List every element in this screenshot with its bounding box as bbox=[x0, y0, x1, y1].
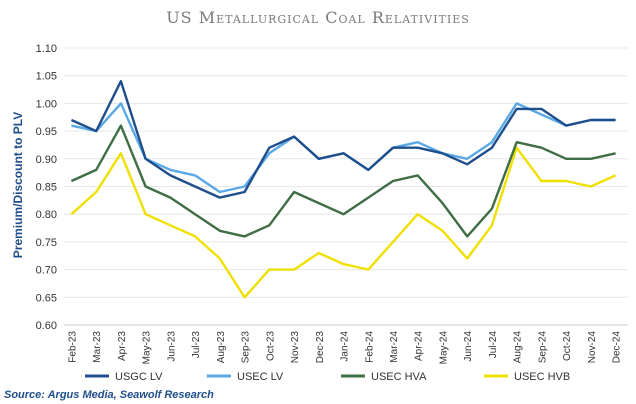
chart-title: US Metallurgical Coal Relativities bbox=[166, 8, 470, 27]
y-tick-label: 1.05 bbox=[36, 71, 57, 83]
x-tick-label: Jul-23 bbox=[191, 331, 202, 359]
x-tick-label: Feb-24 bbox=[364, 331, 375, 363]
x-tick-label: May-24 bbox=[438, 331, 449, 365]
x-tick-label: Sep-23 bbox=[241, 331, 252, 364]
series-line-usec-hvb bbox=[70, 146, 617, 299]
series-lines bbox=[70, 79, 617, 299]
y-tick-label: 1.00 bbox=[36, 98, 57, 110]
y-axis-ticks: 0.60 0.65 0.70 0.75 0.80 0.85 0.90 0.95 1.00 1.05… bbox=[36, 43, 57, 332]
y-axis-label: Premium/Discount to PLV bbox=[11, 112, 25, 258]
legend-label: USEC HVB bbox=[514, 371, 570, 383]
series-line-usgc-lv bbox=[70, 79, 616, 199]
x-tick-label: Apr-24 bbox=[414, 331, 425, 361]
y-tick-label: 0.65 bbox=[36, 292, 57, 304]
y-tick-label: 0.80 bbox=[36, 209, 57, 221]
x-tick-label: Jun-24 bbox=[463, 331, 474, 362]
y-tick-label: 1.10 bbox=[36, 43, 57, 55]
x-tick-label: Aug-24 bbox=[513, 331, 524, 364]
x-axis-ticks: Feb-23 Mar-23 Apr-23 May-23 Jun-23 Jul-23 Aug-… bbox=[67, 331, 622, 365]
x-tick-label: Dec-23 bbox=[315, 331, 326, 364]
x-tick-label: Mar-23 bbox=[92, 331, 103, 363]
y-tick-label: 0.75 bbox=[36, 237, 57, 249]
x-tick-label: Jan-24 bbox=[340, 331, 351, 362]
legend-label: USEC LV bbox=[237, 371, 284, 383]
series-line-usec-hva bbox=[70, 124, 616, 238]
series-line-usec-lv bbox=[71, 102, 616, 194]
x-tick-label: Aug-23 bbox=[216, 331, 227, 364]
x-tick-label: Feb-23 bbox=[67, 331, 78, 363]
source-note: Source: Argus Media, Seawolf Research bbox=[4, 389, 214, 401]
y-tick-label: 0.60 bbox=[36, 320, 57, 332]
x-tick-label: Apr-23 bbox=[117, 331, 128, 361]
x-tick-label: Oct-23 bbox=[265, 331, 276, 361]
x-tick-label: Dec-24 bbox=[612, 331, 623, 364]
x-tick-label: Jun-23 bbox=[166, 331, 177, 362]
y-tick-label: 0.70 bbox=[36, 265, 57, 277]
x-tick-label: Nov-23 bbox=[290, 331, 301, 364]
x-tick-label: Jul-24 bbox=[488, 331, 499, 359]
y-tick-label: 0.85 bbox=[36, 182, 57, 194]
legend-label: USGC LV bbox=[115, 371, 163, 383]
legend-label: USEC HVA bbox=[371, 371, 427, 383]
y-tick-label: 0.90 bbox=[36, 154, 57, 166]
grid-lines bbox=[64, 47, 628, 326]
x-tick-label: Nov-24 bbox=[587, 331, 598, 364]
x-tick-label: May-23 bbox=[142, 331, 153, 365]
legend: USGC LV USEC LV USEC HVA USEC HVB bbox=[85, 371, 570, 383]
x-tick-label: Sep-24 bbox=[537, 331, 548, 364]
y-tick-label: 0.95 bbox=[36, 126, 57, 138]
x-tick-label: Mar-24 bbox=[389, 331, 400, 363]
x-tick-label: Oct-24 bbox=[562, 331, 573, 361]
